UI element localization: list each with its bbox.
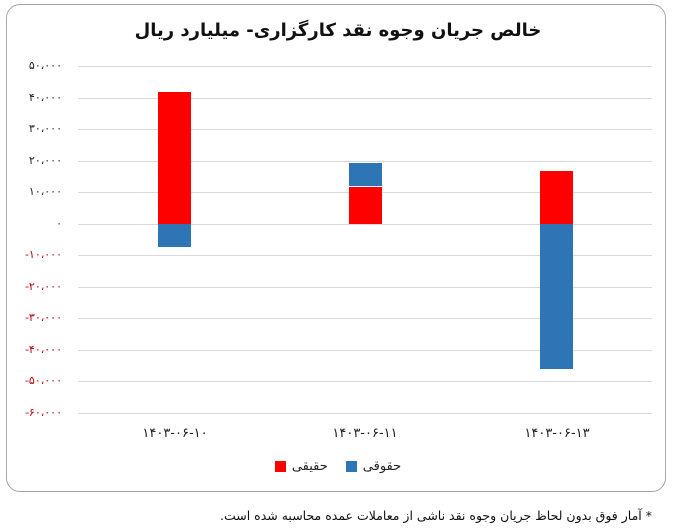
y-tick-label: ۳۰،۰۰۰ (28, 122, 62, 135)
gridline (78, 224, 652, 225)
y-tick-label: -۲۰،۰۰۰ (24, 280, 62, 293)
y-tick-label: -۱۰،۰۰۰ (24, 248, 62, 261)
y-tick-label: -۴۰،۰۰۰ (24, 343, 62, 356)
x-tick-label: ۱۴۰۳-۰۶-۱۰ (142, 426, 208, 441)
legend-label-real: حقیقی (291, 459, 328, 474)
bar-segment (540, 171, 573, 224)
y-tick-label: ۵۰،۰۰۰ (28, 59, 62, 72)
legend-swatch-red (274, 461, 286, 472)
legend-label-legal: حقوقی (362, 459, 402, 474)
bar-segment (349, 186, 382, 224)
y-tick-label: ۰ (56, 217, 62, 230)
bar-segment (349, 163, 382, 187)
bar-segment (540, 223, 573, 370)
legend: حقیقی حقوقی (0, 459, 676, 474)
gridline (78, 287, 652, 288)
gridline (78, 161, 652, 162)
x-tick-label: ۱۴۰۳-۰۶-۱۱ (332, 426, 398, 441)
y-tick-label: ۴۰،۰۰۰ (28, 91, 62, 104)
y-tick-label: -۳۰،۰۰۰ (24, 311, 62, 324)
gridline (78, 350, 652, 351)
legend-swatch-blue (345, 461, 357, 472)
y-tick-label: -۶۰،۰۰۰ (24, 406, 62, 419)
gridline (78, 98, 652, 99)
bar-segment (158, 92, 191, 224)
gridline (78, 413, 652, 414)
legend-item-real: حقیقی (274, 459, 328, 474)
footnote: * آمار فوق بدون لحاظ جریان وجوه نقد ناشی… (220, 508, 652, 523)
bar-segment (158, 223, 191, 247)
y-tick-label: -۵۰،۰۰۰ (24, 374, 62, 387)
gridline (78, 255, 652, 256)
legend-item-legal: حقوقی (345, 459, 402, 474)
gridline (78, 66, 652, 67)
gridline (78, 381, 652, 382)
y-tick-label: ۱۰،۰۰۰ (28, 185, 62, 198)
x-tick-label: ۱۴۰۳-۰۶-۱۳ (524, 426, 590, 441)
gridline (78, 318, 652, 319)
y-tick-label: ۲۰،۰۰۰ (28, 154, 62, 167)
chart-title: خالص جریان وجوه نقد کارگزاری- میلیارد ری… (134, 20, 542, 41)
gridline (78, 129, 652, 130)
